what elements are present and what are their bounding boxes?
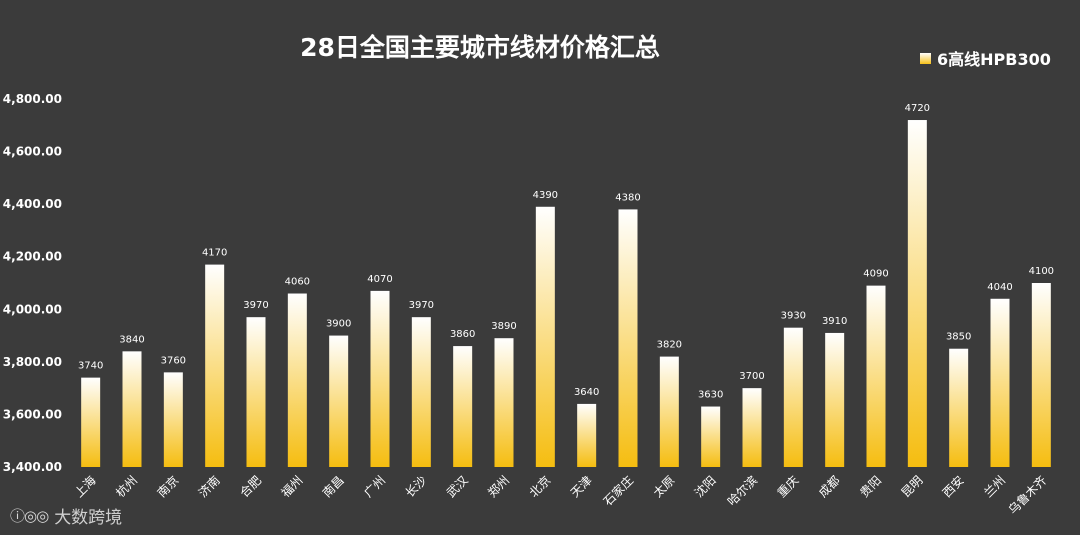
y-tick-label: 3,600.00 [3, 407, 62, 421]
data-label: 3910 [822, 316, 847, 327]
x-tick-label: 太原 [650, 473, 678, 501]
x-tick-label: 贵阳 [857, 473, 884, 500]
bar [907, 120, 927, 468]
data-label: 4720 [905, 103, 930, 114]
y-tick-label: 4,800.00 [3, 92, 62, 106]
bar [453, 346, 473, 467]
x-tick-label: 沈阳 [691, 473, 719, 501]
data-label: 4170 [202, 248, 227, 259]
x-tick-label: 西安 [939, 473, 967, 501]
data-label: 3970 [409, 300, 434, 311]
data-label: 3890 [491, 321, 516, 332]
watermark: ⓘ◎◎ 大数跨境 [10, 503, 122, 528]
bar [411, 317, 431, 467]
x-tick-label: 武汉 [444, 473, 471, 500]
bar [659, 356, 679, 467]
x-tick-label: 兰州 [981, 473, 1008, 500]
bar [122, 351, 142, 467]
legend-label: 6高线HPB300 [937, 50, 1051, 69]
bar [783, 327, 803, 467]
data-label: 3700 [739, 371, 764, 382]
x-tick-label: 济南 [195, 473, 223, 501]
data-label: 3930 [781, 311, 806, 322]
data-label: 4390 [533, 190, 558, 201]
x-tick-label: 广州 [361, 473, 388, 500]
data-label: 3860 [450, 329, 475, 340]
y-tick-label: 3,400.00 [3, 460, 62, 474]
legend-swatch [920, 52, 931, 64]
data-label: 4070 [367, 274, 392, 285]
x-tick-label: 哈尔滨 [724, 473, 760, 509]
data-label: 4100 [1029, 266, 1054, 277]
bar [329, 335, 349, 467]
data-label: 3630 [698, 390, 723, 401]
bar [866, 285, 886, 467]
x-tick-label: 乌鲁木齐 [1005, 473, 1050, 518]
bar [370, 290, 390, 467]
watermark-logo-icon: ⓘ◎◎ [10, 507, 49, 525]
bar [205, 264, 225, 467]
x-tick-label: 杭州 [113, 473, 141, 501]
bar [1031, 283, 1051, 467]
bar [825, 332, 845, 467]
bar [949, 348, 969, 467]
bar [577, 403, 597, 467]
y-tick-label: 4,600.00 [3, 145, 62, 159]
y-tick-label: 3,800.00 [3, 355, 62, 369]
x-tick-label: 南京 [154, 473, 182, 501]
x-tick-label: 长沙 [403, 473, 430, 500]
x-tick-label: 石家庄 [600, 473, 636, 509]
x-tick-label: 北京 [527, 473, 554, 500]
bar [618, 209, 638, 467]
data-label: 4090 [863, 269, 888, 280]
x-tick-label: 成都 [816, 473, 843, 500]
data-label: 3970 [243, 300, 268, 311]
x-tick-label: 天津 [568, 473, 595, 500]
x-tick-label: 昆明 [899, 473, 926, 500]
data-label: 3850 [946, 332, 971, 343]
data-label: 4060 [285, 277, 310, 288]
legend: 6高线HPB300 [920, 46, 1051, 70]
data-label: 4380 [615, 192, 640, 203]
data-label: 3760 [161, 355, 186, 366]
watermark-text: 大数跨境 [54, 508, 123, 528]
bar [742, 388, 762, 467]
chart-title: 28日全国主要城市线材价格汇总 [300, 33, 660, 62]
data-label: 3820 [657, 340, 682, 351]
data-label: 4040 [987, 282, 1012, 293]
bar [990, 298, 1010, 467]
x-tick-label: 重庆 [775, 473, 802, 500]
bar [163, 372, 183, 467]
bar [494, 338, 514, 467]
bar [246, 317, 266, 467]
data-label: 3840 [119, 334, 144, 345]
data-label: 3740 [78, 361, 103, 372]
data-label: 3640 [574, 387, 599, 398]
y-tick-label: 4,400.00 [3, 197, 62, 211]
x-tick-label: 南昌 [319, 473, 347, 501]
data-label: 3900 [326, 319, 351, 330]
bar [701, 406, 721, 467]
y-tick-label: 4,200.00 [3, 250, 62, 264]
x-tick-label: 合肥 [237, 473, 265, 501]
x-tick-label: 郑州 [485, 473, 513, 501]
bar [287, 293, 307, 467]
x-tick-label: 上海 [71, 473, 99, 501]
x-tick-label: 福州 [278, 473, 306, 501]
bar [81, 377, 101, 467]
bar [535, 206, 555, 467]
y-tick-label: 4,000.00 [3, 302, 62, 316]
